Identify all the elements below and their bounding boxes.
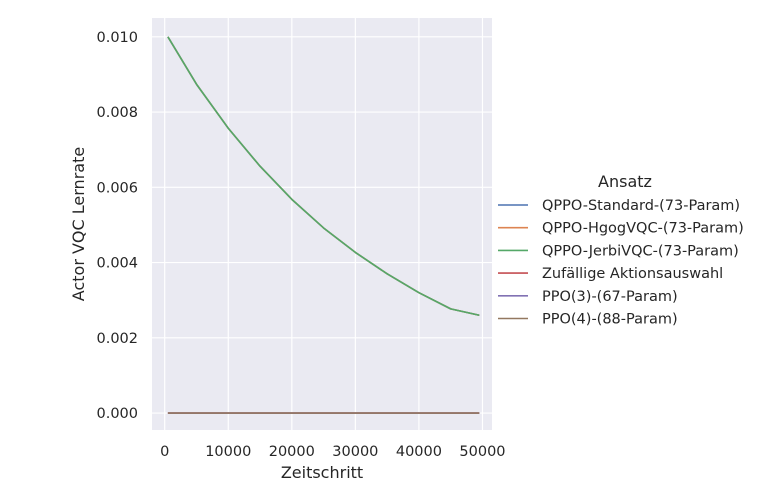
y-tick-labels: 0.000 0.002 0.004 0.006 0.008 0.010 (96, 30, 138, 422)
legend-label: QPPO-HgogVQC-(73-Param) (542, 221, 744, 237)
x-tick-label: 20000 (269, 444, 315, 460)
y-tick-label: 0.004 (96, 256, 138, 272)
x-tick-label: 10000 (205, 444, 251, 460)
y-tick-label: 0.008 (96, 105, 138, 121)
legend-label: Zufällige Aktionsauswahl (542, 266, 723, 282)
x-tick-label: 30000 (332, 444, 378, 460)
y-tick-label: 0.006 (96, 180, 138, 196)
legend-label: PPO(3)-(67-Param) (542, 289, 678, 305)
x-tick-label: 50000 (459, 444, 505, 460)
legend-label: PPO(4)-(88-Param) (542, 312, 678, 328)
grid (152, 18, 492, 430)
x-tick-label: 40000 (396, 444, 442, 460)
legend-label: QPPO-JerbiVQC-(73-Param) (542, 243, 739, 259)
series-lines (167, 36, 480, 414)
series-line (167, 36, 480, 317)
plot-background (152, 18, 492, 430)
y-tick-label: 0.010 (96, 30, 138, 46)
y-tick-label: 0.002 (96, 331, 138, 347)
legend: Ansatz QPPO-Standard-(73-Param) QPPO-Hgog… (498, 172, 744, 328)
y-tick-label: 0.000 (96, 406, 138, 422)
legend-title: Ansatz (598, 172, 652, 191)
legend-label: QPPO-Standard-(73-Param) (542, 198, 740, 214)
x-tick-label: 0 (160, 444, 169, 460)
y-axis-title: Actor VQC Lernrate (69, 147, 88, 301)
x-axis-title: Zeitschritt (281, 463, 363, 482)
x-tick-labels: 0 10000 20000 30000 40000 50000 (160, 444, 505, 460)
